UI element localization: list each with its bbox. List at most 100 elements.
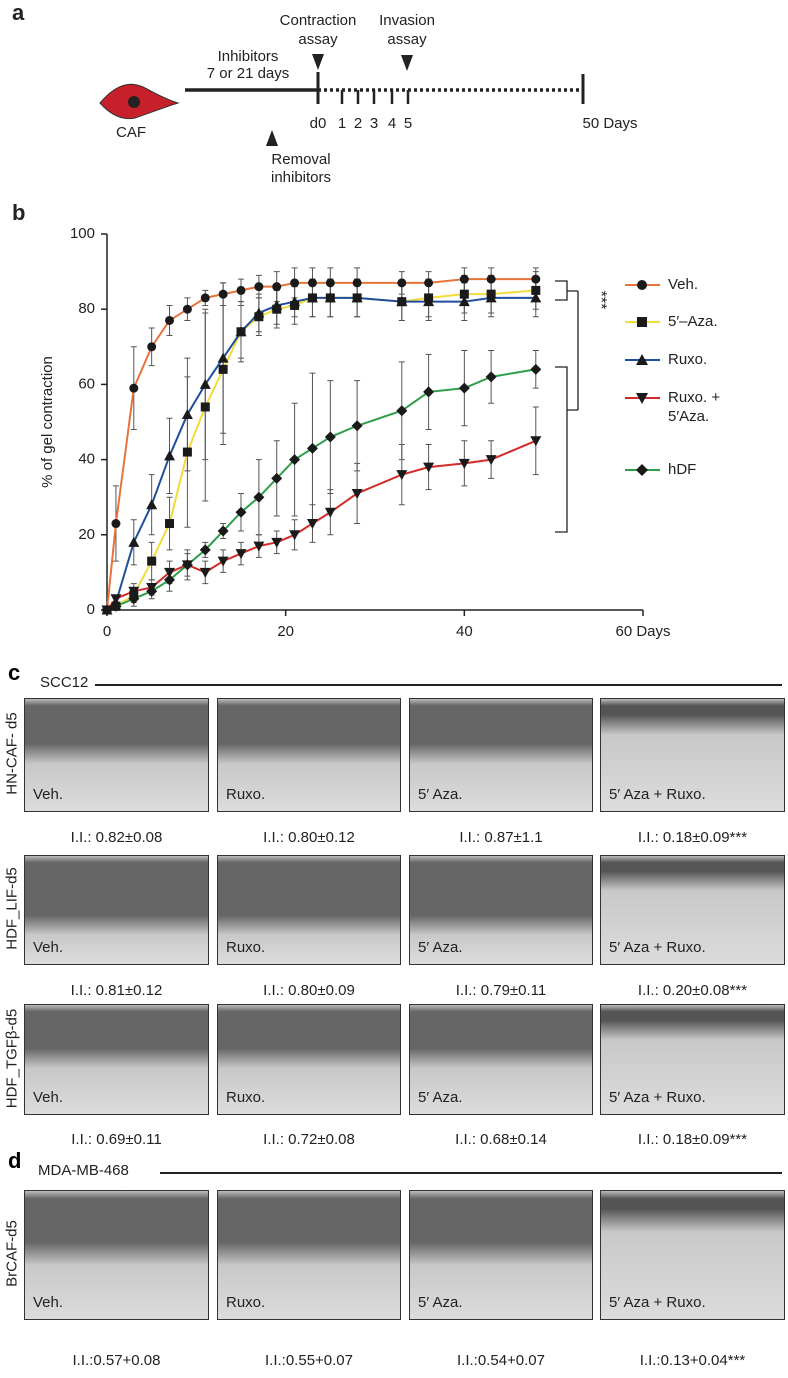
marker <box>289 296 301 307</box>
marker <box>531 285 541 295</box>
marker <box>235 326 247 337</box>
micrograph: 5′ Aza + Ruxo. <box>600 698 785 812</box>
invasion-index: I.I.: 0.81±0.12 <box>70 982 163 999</box>
micrograph: Ruxo. <box>217 698 401 812</box>
micrograph-label: Veh. <box>33 786 64 803</box>
micrograph: 5′ Aza. <box>409 855 593 965</box>
micrograph-label: 5′ Aza. <box>418 786 463 803</box>
marker <box>236 285 246 295</box>
marker <box>485 455 497 466</box>
row-label: BrCAF-d5 <box>3 1220 21 1287</box>
marker <box>111 519 121 529</box>
legend-label: Ruxo. <box>668 351 708 368</box>
day-label: 1 <box>338 115 346 132</box>
legend-marker <box>637 317 647 327</box>
marker <box>182 304 192 314</box>
marker <box>423 386 435 398</box>
marker <box>351 292 363 303</box>
micrograph-label: Veh. <box>33 1089 64 1106</box>
legend-marker <box>636 464 648 476</box>
micrograph: Veh. <box>24 1004 209 1115</box>
micrograph: Veh. <box>24 698 209 812</box>
micrograph-label: 5′ Aza + Ruxo. <box>609 939 706 956</box>
marker <box>272 282 282 292</box>
y-tick-label: 0 <box>87 601 95 618</box>
marker <box>396 296 408 307</box>
end-label: 50 Days <box>582 115 637 132</box>
marker <box>129 383 139 393</box>
marker <box>396 405 408 417</box>
marker <box>217 525 229 537</box>
invasion: Invasion <box>379 12 435 29</box>
header-line <box>160 1172 782 1174</box>
day-label: 3 <box>370 115 378 132</box>
micrograph: 5′ Aza. <box>409 698 593 812</box>
marker <box>351 420 363 432</box>
row-label: HN-CAF- d5 <box>3 712 21 795</box>
day-label: 5 <box>404 115 412 132</box>
invasion-index: I.I.: 0.18±0.09*** <box>637 1131 748 1148</box>
marker <box>324 507 336 518</box>
marker <box>146 499 158 510</box>
marker <box>128 586 140 597</box>
micrograph: Ruxo. <box>217 1004 401 1115</box>
y-tick-label: 60 <box>78 375 95 392</box>
marker <box>458 458 470 469</box>
invasion-index: I.I.: 0.72±0.08 <box>263 1131 355 1148</box>
marker <box>324 431 336 443</box>
legend-marker <box>636 354 648 365</box>
micrograph-label: Ruxo. <box>226 939 266 956</box>
y-tick-label: 40 <box>78 451 95 468</box>
micrograph-label: Ruxo. <box>226 786 266 803</box>
micrograph: Veh. <box>24 1190 209 1320</box>
marker <box>235 506 247 518</box>
marker <box>199 378 211 389</box>
panel-label: a <box>12 0 25 25</box>
micrograph-label: 5′ Aza + Ruxo. <box>609 786 706 803</box>
marker <box>271 537 283 548</box>
contraction: assay <box>298 31 338 48</box>
marker <box>290 278 300 288</box>
invasion-index: I.I.:0.55+0.07 <box>265 1352 353 1369</box>
legend-label: 5′–Aza. <box>668 313 718 330</box>
y-tick-label: 20 <box>78 526 95 543</box>
marker <box>181 559 193 571</box>
marker <box>218 364 228 374</box>
marker <box>200 293 210 303</box>
row-label: HDF_TGFβ-d5 <box>3 1008 21 1108</box>
removal: inhibitors <box>271 169 331 186</box>
series-line <box>106 278 536 611</box>
invasion-index: I.I.: 0.69±0.11 <box>71 1131 162 1148</box>
marker <box>424 278 434 288</box>
cell-line: SCC12 <box>40 674 89 691</box>
micrograph-label: Ruxo. <box>226 1089 266 1106</box>
micrograph: 5′ Aza. <box>409 1004 593 1115</box>
panel-label: c <box>8 660 21 685</box>
marker <box>352 278 362 288</box>
marker <box>181 408 193 419</box>
marker <box>218 289 228 299</box>
marker <box>289 530 301 541</box>
legend-marker <box>637 280 647 290</box>
marker <box>306 519 318 530</box>
marker <box>199 544 211 556</box>
contraction: Contraction <box>280 12 357 29</box>
marker <box>101 604 113 616</box>
inhibitors: 7 or 21 days <box>207 65 290 82</box>
marker <box>397 278 407 288</box>
marker <box>217 352 229 363</box>
invasion-index: I.I.: 0.68±0.14 <box>455 1131 547 1148</box>
bracket <box>555 366 578 533</box>
inhibitors: Inhibitors <box>218 48 279 65</box>
legend-marker <box>636 393 648 404</box>
marker <box>253 491 265 503</box>
header-line <box>95 684 782 686</box>
nucleus <box>128 96 140 108</box>
invasion-index: I.I.: 0.87±1.1 <box>459 829 543 846</box>
marker <box>182 447 192 457</box>
marker <box>531 274 541 284</box>
invasion-index: I.I.: 0.82±0.08 <box>70 829 163 846</box>
marker <box>459 289 469 299</box>
invasion-index: I.I.:0.57+0.08 <box>72 1352 161 1369</box>
invasion-index: I.I.: 0.18±0.09*** <box>637 829 748 846</box>
